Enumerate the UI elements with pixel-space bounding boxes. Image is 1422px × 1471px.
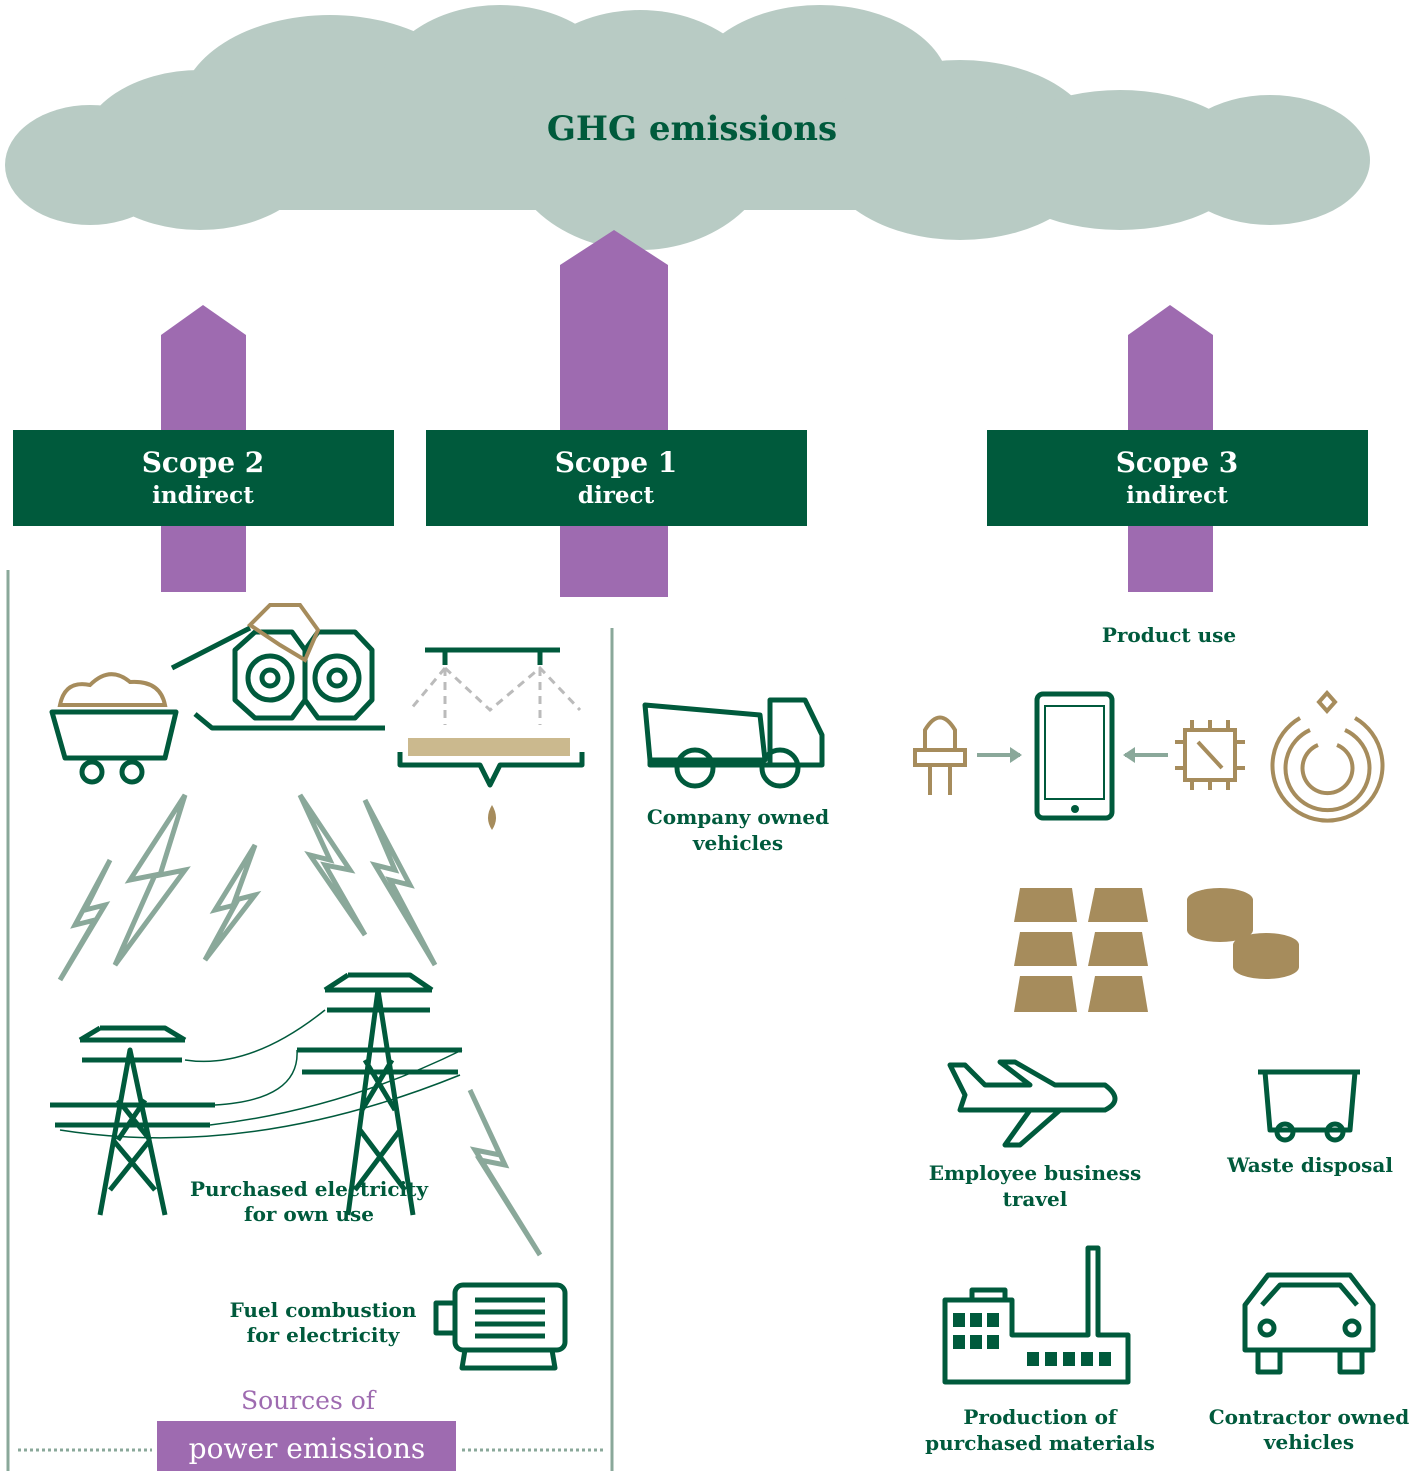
lightning-bolts-part — [205, 845, 255, 960]
label: purchased materials — [925, 1431, 1155, 1455]
crusher-icon-part — [262, 670, 278, 686]
gold-icon-part — [1014, 976, 1077, 1012]
label: vehicles — [1263, 1430, 1354, 1454]
factory-icon — [945, 1248, 1128, 1382]
bin-icon-part — [1258, 1072, 1360, 1130]
product-use-icons-part — [1123, 747, 1135, 763]
label: Fuel combustion — [230, 1298, 417, 1322]
scope-kind: indirect — [1126, 482, 1228, 509]
lightning-bolts-part — [300, 795, 365, 935]
product-use-icons-part — [1010, 747, 1022, 763]
label: Contractor owned — [1209, 1405, 1410, 1429]
generator-icon — [436, 1285, 565, 1368]
scope-kind: indirect — [152, 482, 254, 509]
arrows-part — [560, 230, 668, 597]
car-icon-part — [1260, 1321, 1274, 1335]
product-use-icons — [915, 693, 1383, 821]
leach-icon-part — [488, 805, 496, 830]
factory-icon-part-part — [1045, 1352, 1057, 1366]
leach-icon-part — [408, 738, 570, 756]
factory-icon-part-part — [987, 1335, 999, 1349]
lightning-bolts-part — [60, 860, 110, 980]
leach-icon-part — [400, 752, 582, 785]
factory-icon-part-part — [1081, 1352, 1093, 1366]
scope-name: Scope 1 — [555, 446, 678, 479]
crusher-icon-part — [329, 670, 345, 686]
mine-cart-icon — [52, 674, 176, 782]
factory-icon-part-part — [1027, 1352, 1039, 1366]
leach-icon-part — [410, 668, 580, 725]
power-heading: power emissions — [189, 1432, 426, 1465]
lightning-bolts-part — [115, 795, 185, 965]
crusher-icon — [172, 605, 385, 728]
factory-icon-part-part — [970, 1313, 982, 1327]
crusher-icon-part — [235, 632, 305, 718]
product-use-icons-part — [1071, 805, 1079, 813]
mine-cart-icon-part — [60, 674, 165, 705]
factory-icon-part-part — [1099, 1352, 1111, 1366]
label: Waste disposal — [1226, 1153, 1393, 1177]
mine-cart-icon-part — [82, 762, 102, 782]
factory-icon-part-part — [970, 1335, 982, 1349]
car-icon — [1245, 1275, 1373, 1372]
mine-cart-icon-part — [122, 762, 142, 782]
scope-name: Scope 3 — [1116, 446, 1239, 479]
product-use-icons-part — [915, 718, 965, 796]
label: for electricity — [247, 1323, 401, 1347]
label: travel — [1003, 1187, 1068, 1211]
label: Employee business — [929, 1161, 1142, 1185]
plane-icon-part — [950, 1062, 1115, 1145]
truck-icon — [645, 700, 822, 786]
mine-cart-icon-part — [52, 712, 176, 758]
label: Production of — [963, 1405, 1118, 1429]
crusher-icon-part — [248, 656, 292, 700]
gold-icon-part — [1014, 888, 1077, 922]
product-use-icons-part — [1319, 693, 1335, 711]
gold-icon-part — [1088, 932, 1148, 966]
title: GHG emissions — [547, 109, 837, 149]
gold-icon-part — [1233, 955, 1299, 979]
label: Product use — [1102, 623, 1236, 647]
generator-icon-part — [455, 1285, 565, 1350]
scope-name: Scope 2 — [142, 446, 265, 479]
label: Company owned — [647, 805, 829, 829]
label: for own use — [244, 1202, 374, 1226]
page: {"title": "GHG emissions", "scopes": [ {… — [0, 0, 1422, 1471]
diagram: GHG emissions Scope 2 indirect Scope 1 d… — [0, 0, 1422, 1471]
product-use-icons-part — [1273, 718, 1383, 821]
generator-icon-part — [436, 1303, 455, 1333]
crusher-icon-part — [315, 656, 359, 700]
factory-icon-part-part — [953, 1313, 965, 1327]
factory-icon-part-part — [1063, 1352, 1075, 1366]
leach-icon — [400, 650, 582, 830]
arrows — [161, 230, 1213, 597]
car-icon-part — [1345, 1321, 1359, 1335]
gold-icon — [1014, 888, 1299, 1012]
bin-icon — [1258, 1072, 1360, 1140]
label: vehicles — [692, 831, 783, 855]
gold-icon-part — [1088, 976, 1148, 1012]
gold-icon-part — [1088, 888, 1148, 922]
factory-icon-part-part — [987, 1313, 999, 1327]
lightning-bolts-part — [365, 800, 435, 965]
scope-kind: direct — [578, 482, 655, 509]
gold-icon-part — [1014, 932, 1077, 966]
truck-icon-part — [677, 750, 713, 786]
product-use-icons-part — [1045, 706, 1104, 799]
leach-icon-part — [425, 650, 560, 665]
lightning-bolts-part — [470, 1090, 540, 1255]
truck-icon-part — [762, 750, 798, 786]
power-heading: Sources of — [241, 1386, 377, 1415]
label: Purchased electricity — [190, 1177, 429, 1201]
plane-icon — [950, 1062, 1115, 1145]
factory-icon-part-part — [953, 1335, 965, 1349]
generator-icon-part — [462, 1300, 555, 1368]
